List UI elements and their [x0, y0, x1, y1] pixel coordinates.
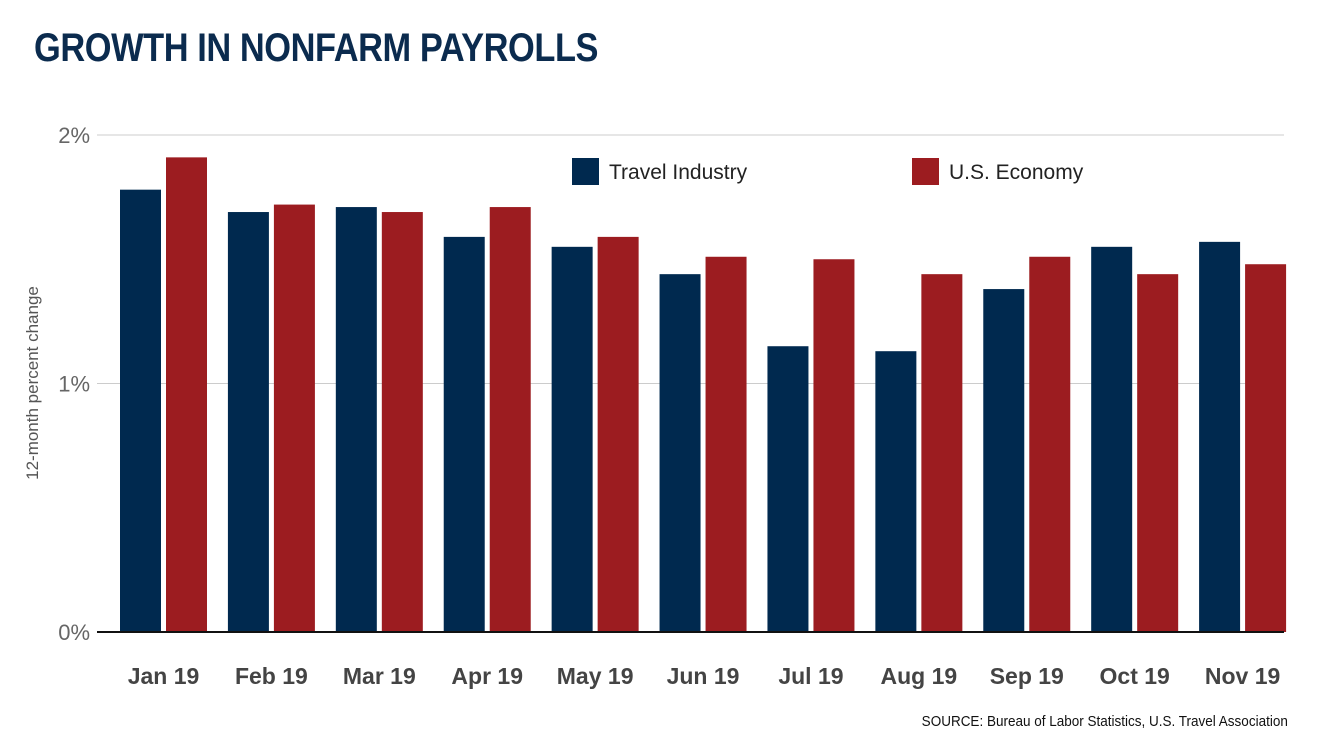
source-note: SOURCE: Bureau of Labor Statistics, U.S.…: [921, 713, 1288, 730]
bar-travel-industry: [1091, 246, 1133, 632]
bar-us-economy: [1029, 256, 1071, 632]
x-tick-label: Jan 19: [128, 663, 200, 689]
x-tick-label: Mar 19: [343, 663, 416, 689]
bar-us-economy: [489, 207, 531, 632]
x-tick-label: Jul 19: [778, 663, 843, 689]
legend-label: Travel Industry: [609, 161, 748, 184]
x-tick-label: Feb 19: [235, 663, 308, 689]
bar-us-economy: [921, 274, 963, 632]
bar-travel-industry: [443, 236, 485, 632]
x-tick-label: Aug 19: [881, 663, 958, 689]
bar-travel-industry: [767, 346, 809, 632]
bar-travel-industry: [227, 212, 269, 632]
x-tick-label: May 19: [557, 663, 634, 689]
bar-travel-industry: [1199, 241, 1241, 633]
x-tick-label: Oct 19: [1100, 663, 1170, 689]
bar-us-economy: [597, 236, 639, 632]
y-tick-label: 0%: [58, 620, 90, 645]
axis-layer: 0% 1% 2% Jan 19 Feb 19 Mar 19 Apr 19 May 19 Jun …: [58, 123, 1284, 689]
chart-title: GROWTH IN NONFARM PAYROLLS: [34, 26, 599, 70]
legend-swatch: [572, 158, 599, 185]
bar-travel-industry: [983, 289, 1025, 632]
bar-travel-industry: [875, 351, 917, 632]
x-tick-label: Jun 19: [667, 663, 740, 689]
bar-us-economy: [705, 256, 747, 632]
x-tick-label: Sep 19: [990, 663, 1064, 689]
legend-swatch: [912, 158, 939, 185]
bar-travel-industry: [120, 189, 161, 633]
bar-us-economy: [1245, 264, 1287, 632]
x-tick-label: Apr 19: [451, 663, 523, 689]
bar-travel-industry: [659, 274, 701, 632]
bar-us-economy: [381, 212, 423, 632]
bar-us-economy: [1137, 274, 1179, 632]
y-tick-label: 2%: [58, 123, 90, 148]
legend-label: U.S. Economy: [949, 161, 1084, 184]
bar-travel-industry: [551, 246, 593, 632]
bar-us-economy: [273, 204, 315, 632]
y-tick-label: 1%: [58, 372, 90, 397]
y-axis-title: 12-month percent change: [23, 286, 42, 480]
legend: Travel Industry U.S. Economy: [572, 158, 1084, 185]
bar-us-economy: [813, 259, 855, 632]
bar-us-economy: [166, 157, 207, 633]
x-tick-label: Nov 19: [1205, 663, 1280, 689]
bars-layer: [120, 157, 1287, 633]
bar-travel-industry: [335, 207, 377, 632]
